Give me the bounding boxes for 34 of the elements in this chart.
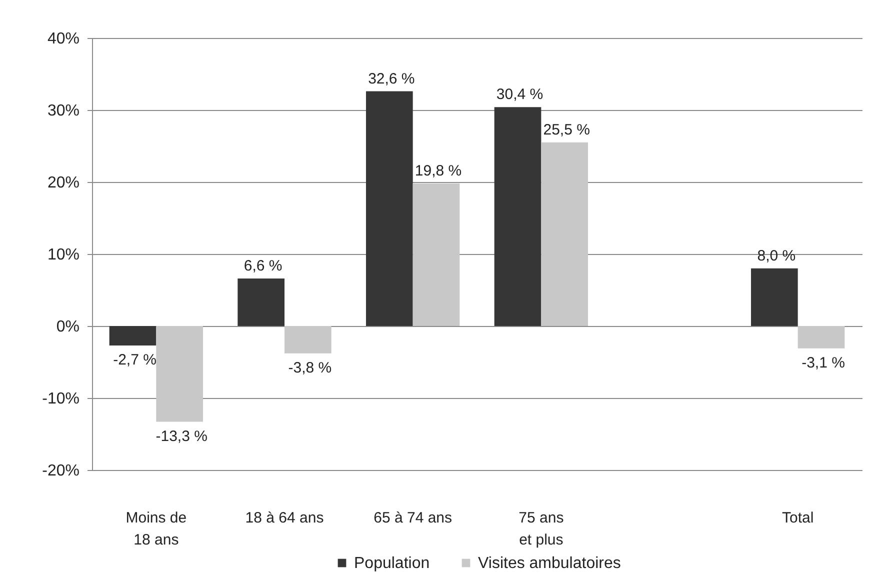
bar — [284, 326, 332, 354]
data-label: 30,4 % — [496, 86, 544, 104]
data-label: 25,5 % — [543, 121, 590, 138]
data-label: 19,8 % — [414, 162, 462, 180]
x-tick-label: 65 à 74 ans — [374, 510, 452, 526]
bar — [366, 91, 413, 326]
data-label: -3,8 % — [288, 359, 332, 376]
x-tick-label: Moins de 18 ans — [126, 510, 187, 548]
bar — [238, 278, 284, 326]
data-label: -2,7 % — [113, 351, 156, 368]
data-label: -3,1 % — [802, 354, 845, 372]
data-label: 32,6 % — [368, 70, 415, 88]
legend-label: Population — [354, 555, 430, 572]
x-tick-label: 18 à 64 ans — [245, 510, 324, 526]
x-tick-label: Total — [782, 510, 814, 526]
y-tick-label: -20% — [42, 462, 80, 480]
data-label: 6,6 % — [244, 257, 282, 274]
y-tick-label: 30% — [47, 102, 80, 120]
x-tick-label: 75 ans et plus — [518, 510, 564, 548]
bar — [412, 183, 460, 326]
y-tick-label: 20% — [47, 174, 80, 192]
bar — [494, 107, 542, 326]
data-label: -13,3 % — [156, 428, 208, 445]
bar — [109, 326, 156, 346]
y-tick-label: 10% — [47, 246, 80, 264]
legend-label: Visites ambulatoires — [478, 555, 621, 572]
bar — [541, 142, 588, 326]
y-tick-label: 0% — [56, 318, 80, 336]
bar — [798, 326, 845, 348]
y-tick-label: -10% — [42, 390, 80, 408]
bar — [156, 326, 204, 422]
bar — [750, 268, 798, 326]
data-label: 8,0 % — [757, 247, 796, 264]
y-tick-label: 40% — [47, 30, 80, 48]
